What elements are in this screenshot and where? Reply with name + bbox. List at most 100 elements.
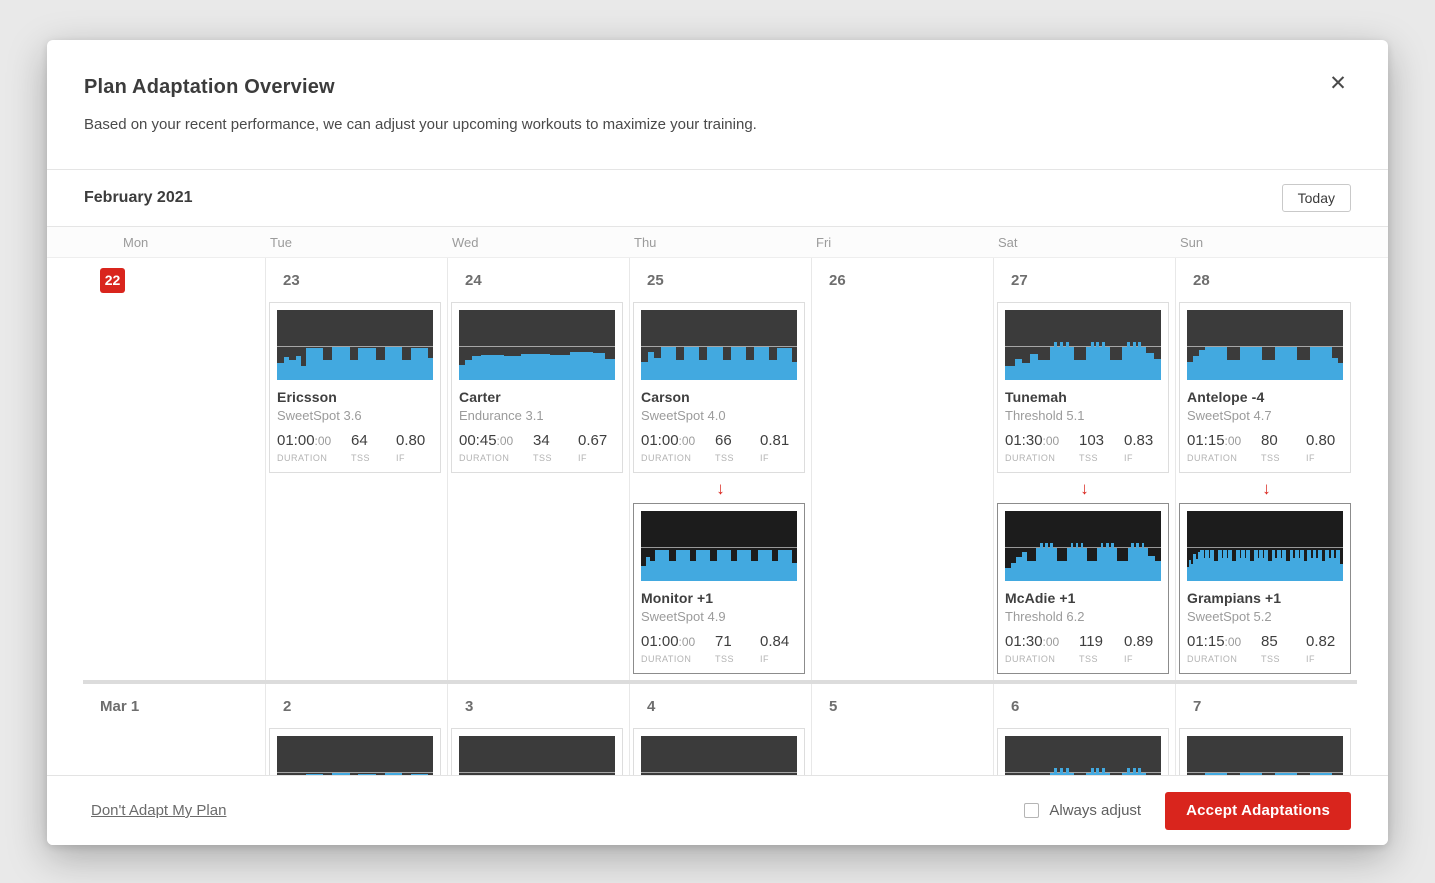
workout-tss-value: 85 [1261, 633, 1278, 650]
workout-name: Grampians +1 [1187, 590, 1282, 606]
workout-type: Threshold 6.2 [1005, 609, 1085, 624]
workout-if: 0.83 IF [1124, 432, 1153, 463]
calendar-day-cell: 6 [993, 684, 1175, 775]
workout-profile-chart [459, 310, 615, 380]
workout-tss: 66 TSS [715, 432, 760, 463]
date-wrap: 22 [83, 258, 265, 302]
workout-duration-value: 01:00:00 [641, 432, 696, 449]
workout-profile-chart [277, 736, 433, 775]
workout-duration: 01:30:00 DURATION [1005, 432, 1079, 463]
workout-card[interactable] [1179, 728, 1351, 775]
calendar-day-cell: 4 [629, 684, 811, 775]
calendar-day-cell: 22 [83, 258, 265, 680]
workout-tss-label: TSS [715, 654, 735, 664]
workout-tss-value: 34 [533, 432, 550, 449]
date-wrap: 23 [266, 258, 447, 302]
workout-type: SweetSpot 4.9 [641, 609, 726, 624]
workout-if-value: 0.81 [760, 432, 790, 449]
calendar-day-cell: 23 Ericsson SweetSpot 3.6 01:00:00 DURATION 6… [265, 258, 447, 680]
accept-adaptations-button[interactable]: Accept Adaptations [1165, 791, 1351, 830]
workout-duration-seconds: :00 [1224, 434, 1242, 448]
workout-duration-value: 01:00:00 [641, 633, 696, 650]
workout-tss-label: TSS [351, 453, 371, 463]
workout-card[interactable]: Antelope -4 SweetSpot 4.7 01:15:00 DURATION… [1179, 302, 1351, 473]
workout-tss-label: TSS [1079, 654, 1099, 664]
workout-type: SweetSpot 5.2 [1187, 609, 1272, 624]
ftp-line [1005, 772, 1161, 774]
workout-if-value: 0.89 [1124, 633, 1154, 650]
date-label: 26 [829, 271, 846, 289]
workout-stats: 01:30:00 DURATION 103 TSS 0.83 IF [1005, 432, 1161, 463]
date-wrap: 24 [448, 258, 629, 302]
workout-profile-chart [1005, 736, 1161, 775]
workout-if-value: 0.84 [760, 633, 790, 650]
workout-name: Monitor +1 [641, 590, 714, 606]
close-button[interactable]: ✕ [1324, 70, 1352, 98]
workout-duration: 01:15:00 DURATION [1187, 633, 1261, 664]
workout-card[interactable]: Carter Endurance 3.1 00:45:00 DURATION 34 TSS… [451, 302, 623, 473]
workout-if: 0.89 IF [1124, 633, 1153, 664]
date-wrap: 25 [630, 258, 811, 302]
calendar-day-cell: 27 Tunemah Threshold 5.1 01:30:00 DURATION 10… [993, 258, 1175, 680]
always-adjust-label[interactable]: Always adjust [1049, 802, 1142, 819]
workout-if-value: 0.82 [1306, 633, 1336, 650]
workout-type: SweetSpot 4.7 [1187, 408, 1272, 423]
workout-if-value: 0.80 [396, 432, 426, 449]
workout-tss-label: TSS [715, 453, 735, 463]
modal-footer: Don't Adapt My Plan Always adjust Accept… [47, 775, 1388, 845]
workout-duration-value: 00:45:00 [459, 432, 514, 449]
workout-name: Antelope -4 [1187, 389, 1265, 405]
workout-card[interactable]: Carson SweetSpot 4.0 01:00:00 DURATION 66 TSS… [633, 302, 805, 473]
calendar-body[interactable]: 22 23 Ericsson SweetSpot 3.6 01:00:00 DURATIO… [47, 258, 1388, 775]
workout-if-value: 0.67 [578, 432, 608, 449]
workout-card[interactable] [997, 728, 1169, 775]
workout-stats: 00:45:00 DURATION 34 TSS 0.67 IF [459, 432, 615, 463]
close-icon: ✕ [1329, 72, 1347, 95]
workout-card[interactable]: Tunemah Threshold 5.1 01:30:00 DURATION 103 T… [997, 302, 1169, 473]
adaptation-arrow-row: ↓ [994, 473, 1175, 503]
date-wrap: 27 [994, 258, 1175, 302]
ftp-line [641, 772, 797, 774]
calendar-day-cell: 28 Antelope -4 SweetSpot 4.7 01:15:00 DURATI… [1175, 258, 1357, 680]
plan-adaptation-modal: Plan Adaptation Overview Based on your r… [47, 40, 1388, 845]
workout-card[interactable] [269, 728, 441, 775]
workout-type: SweetSpot 3.6 [277, 408, 362, 423]
workout-card[interactable]: Grampians +1 SweetSpot 5.2 01:15:00 DURATIO… [1179, 503, 1351, 674]
workout-if: 0.67 IF [578, 432, 607, 463]
date-wrap: 3 [448, 684, 629, 728]
date-wrap: 5 [812, 684, 993, 728]
adaptation-arrow-row: ↓ [630, 473, 811, 503]
workout-duration: 01:00:00 DURATION [277, 432, 351, 463]
workout-card[interactable]: Monitor +1 SweetSpot 4.9 01:00:00 DURATION 7… [633, 503, 805, 674]
workout-profile-chart [1005, 511, 1161, 581]
day-header-sun: Sun [1180, 234, 1204, 250]
calendar-day-cell: 25 Carson SweetSpot 4.0 01:00:00 DURATION 66 T… [629, 258, 811, 680]
workout-duration-label: DURATION [641, 654, 692, 664]
workout-stats: 01:00:00 DURATION 64 TSS 0.80 IF [277, 432, 433, 463]
workout-card[interactable]: Ericsson SweetSpot 3.6 01:00:00 DURATION 64 T… [269, 302, 441, 473]
dont-adapt-link[interactable]: Don't Adapt My Plan [91, 802, 227, 819]
week-separator [83, 680, 1357, 684]
workout-duration: 01:30:00 DURATION [1005, 633, 1079, 664]
workout-if: 0.82 IF [1306, 633, 1335, 664]
workout-duration: 01:00:00 DURATION [641, 432, 715, 463]
date-wrap: 6 [994, 684, 1175, 728]
date-wrap: Mar 1 [83, 684, 265, 728]
workout-card[interactable]: McAdie +1 Threshold 6.2 01:30:00 DURATION 11… [997, 503, 1169, 674]
workout-card[interactable] [451, 728, 623, 775]
workout-stats: 01:00:00 DURATION 66 TSS 0.81 IF [641, 432, 797, 463]
today-button[interactable]: Today [1281, 184, 1351, 212]
date-wrap: 26 [812, 258, 993, 302]
workout-if: 0.84 IF [760, 633, 789, 664]
workout-card[interactable] [633, 728, 805, 775]
workout-name: Carter [459, 389, 501, 405]
day-header-sat: Sat [998, 234, 1018, 250]
always-adjust-checkbox[interactable] [1024, 803, 1040, 818]
workout-if-label: IF [760, 453, 769, 463]
workout-tss: 119 TSS [1079, 633, 1124, 664]
workout-duration-label: DURATION [1187, 654, 1238, 664]
workout-duration-label: DURATION [1005, 654, 1056, 664]
workout-tss: 71 TSS [715, 633, 760, 664]
workout-tss: 85 TSS [1261, 633, 1306, 664]
adaptation-arrow-icon: ↓ [716, 478, 725, 498]
